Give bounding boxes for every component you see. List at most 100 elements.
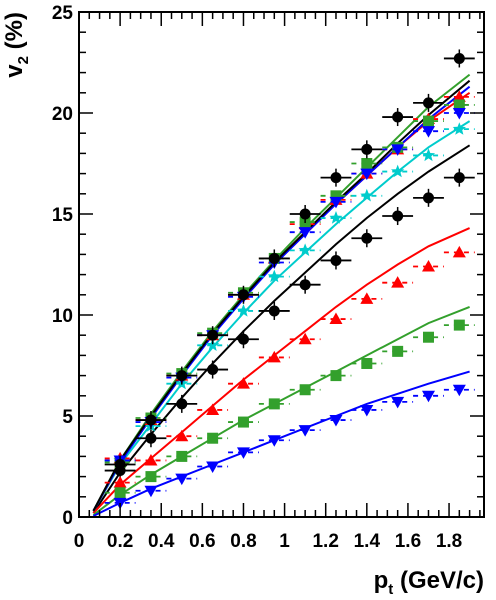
triangle-down-marker [175, 473, 189, 486]
x-tick-label: 0.6 [189, 531, 215, 552]
fit-curve [92, 120, 471, 512]
square-marker [453, 319, 465, 331]
square-marker [361, 158, 373, 169]
star-marker [267, 269, 281, 283]
plot-frame [78, 11, 485, 518]
circle-marker [114, 458, 126, 470]
circle-marker [237, 333, 249, 345]
x-tick-label: 0.4 [148, 531, 175, 552]
triangle-up-marker [236, 377, 250, 389]
star-marker [329, 211, 343, 224]
square-marker [176, 450, 188, 462]
star-marker [298, 243, 312, 256]
x-tick-label: 1.6 [395, 531, 421, 552]
triangle-down-marker [144, 485, 158, 498]
axis-ticks [78, 11, 484, 518]
x-tick-label: 1 [279, 531, 290, 552]
triangle-down-marker [421, 126, 435, 138]
triangle-down-marker [298, 227, 312, 239]
square-marker [422, 115, 434, 127]
triangle-up-marker [421, 260, 435, 272]
square-marker [237, 416, 249, 428]
y-axis-title: v2 (%) [1, 12, 32, 78]
y-tick-label: 25 [52, 3, 74, 24]
square-marker [422, 331, 434, 343]
y-axis-title-main: v [1, 64, 28, 78]
triangle-up-marker [329, 312, 343, 325]
y-tick-label: 0 [62, 508, 73, 529]
tick-labels: 0 0.2 0.4 0.6 0.8 1 1.2 1.4 1.6 1.8 0 5 10 15 20 25 [52, 3, 462, 552]
star-marker [236, 304, 251, 317]
square-marker [361, 357, 373, 369]
x-tick-label: 0.2 [107, 531, 133, 552]
circle-marker [237, 289, 249, 301]
star-marker [452, 122, 466, 135]
triangle-up-marker [452, 245, 466, 258]
square-marker [299, 384, 311, 396]
triangle-down-marker [298, 425, 312, 437]
y-axis-title-rest: (%) [1, 12, 28, 56]
triangle-down-marker [421, 390, 435, 403]
x-tick-label: 0 [74, 531, 85, 552]
circle-marker [145, 414, 157, 426]
triangle-down-marker [267, 435, 281, 447]
x-axis-title-sub: t [388, 581, 393, 598]
circle-marker [299, 208, 311, 220]
triangle-down-marker [329, 415, 343, 427]
y-axis-title-sub: 2 [15, 56, 32, 64]
star-marker [421, 148, 436, 162]
circle-marker [330, 254, 342, 266]
square-marker [145, 471, 157, 483]
star-marker [206, 338, 220, 351]
circle-marker [330, 172, 342, 184]
x-axis-title-rest: (GeV/c) [393, 567, 484, 594]
x-axis-title: pt (GeV/c) [374, 567, 484, 598]
y-tick-label: 20 [52, 104, 73, 125]
triangle-down-marker [360, 404, 374, 417]
y-tick-label: 15 [52, 205, 74, 226]
x-axis-title-main: p [374, 567, 389, 594]
x-tick-label: 1.2 [312, 531, 338, 552]
circle-marker [176, 398, 188, 410]
triangle-up-marker [360, 292, 374, 304]
circle-marker [453, 172, 465, 184]
triangle-down-marker [391, 396, 405, 409]
triangle-down-marker [206, 461, 220, 473]
circle-marker [392, 210, 404, 222]
circle-marker [361, 143, 373, 155]
triangle-up-marker [391, 276, 405, 288]
circle-marker [145, 432, 157, 444]
x-tick-label: 1.8 [436, 531, 462, 552]
square-marker [392, 345, 404, 357]
triangle-up-marker [144, 453, 158, 466]
circle-marker [207, 329, 219, 341]
triangle-up-marker [206, 403, 220, 415]
triangle-up-marker [175, 429, 189, 442]
square-marker [207, 432, 219, 444]
x-tick-label: 0.8 [230, 531, 256, 552]
fit-curve [92, 85, 471, 512]
circle-marker [453, 52, 465, 64]
square-marker [453, 99, 465, 111]
triangle-down-marker [452, 384, 466, 397]
star-marker [360, 188, 374, 202]
square-marker [268, 398, 280, 410]
y-tick-label: 10 [52, 306, 73, 327]
circle-marker [268, 305, 280, 317]
fit-curve [92, 79, 471, 512]
triangle-down-marker [329, 196, 343, 209]
triangle-down-marker [452, 108, 466, 120]
circle-marker [422, 192, 434, 204]
y-tick-label: 5 [62, 407, 73, 428]
triangle-up-marker [452, 90, 466, 102]
star-marker [391, 164, 405, 178]
data-points [104, 49, 475, 510]
circle-marker [392, 111, 404, 123]
square-marker [330, 370, 342, 382]
fit-curve [92, 73, 471, 512]
square-marker [330, 190, 342, 202]
triangle-down-marker [391, 144, 405, 156]
triangle-up-marker [298, 332, 312, 345]
triangle-up-marker [267, 350, 281, 363]
circle-marker [361, 232, 373, 244]
